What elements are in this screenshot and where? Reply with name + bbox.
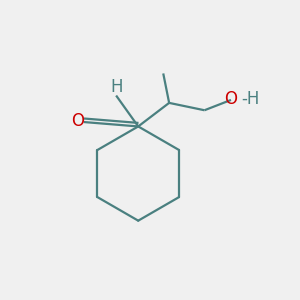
Text: O: O xyxy=(71,112,84,130)
Text: -H: -H xyxy=(241,90,259,108)
Text: O: O xyxy=(224,90,238,108)
Text: H: H xyxy=(110,78,122,96)
